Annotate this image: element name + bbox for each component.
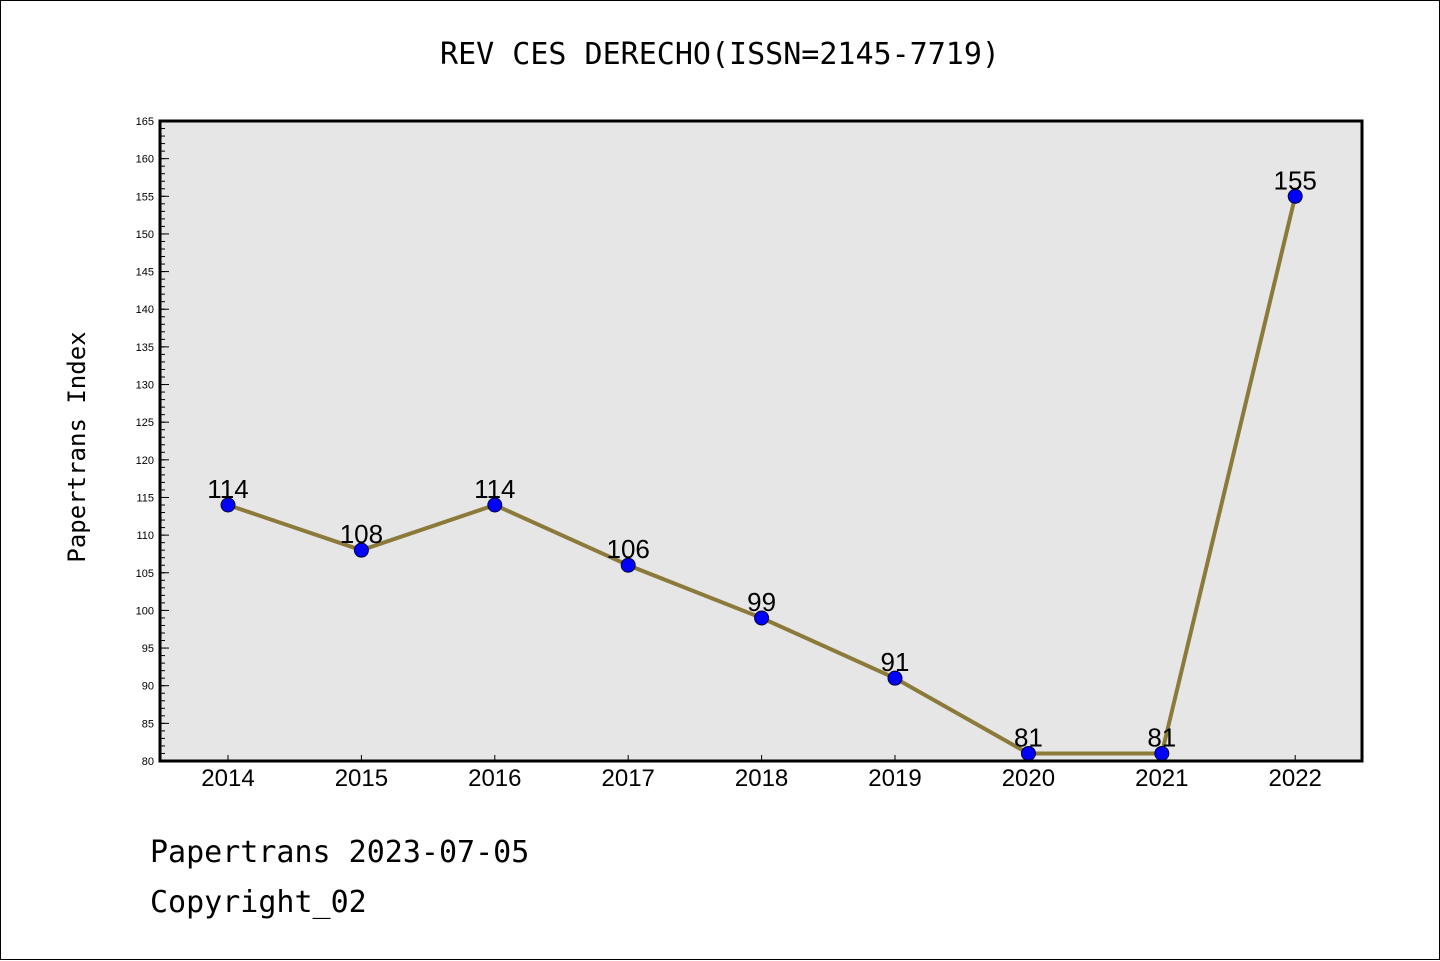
- x-tick-label: 2015: [335, 765, 388, 792]
- data-label: 106: [607, 534, 650, 564]
- x-tick-label: 2020: [1002, 765, 1055, 792]
- y-tick-label: 145: [136, 267, 154, 279]
- data-label: 99: [747, 587, 776, 617]
- data-point: [487, 497, 503, 513]
- data-point: [220, 497, 236, 513]
- chart-title: REV CES DERECHO(ISSN=2145-7719): [440, 37, 1000, 72]
- x-tick-label: 2017: [602, 765, 655, 792]
- x-tick-label: 2014: [201, 765, 254, 792]
- x-tick-label: 2018: [735, 765, 788, 792]
- y-tick-label: 80: [142, 756, 154, 768]
- plot-border: [158, 119, 1364, 763]
- x-tick-label: 2019: [868, 765, 921, 792]
- y-tick-label: 100: [136, 605, 154, 617]
- y-tick-label: 105: [136, 568, 154, 580]
- y-tick-label: 150: [136, 229, 154, 241]
- data-label: 114: [474, 474, 515, 504]
- y-tick-label: 140: [136, 304, 154, 316]
- data-point: [620, 557, 636, 573]
- y-tick-label: 155: [136, 191, 154, 203]
- plot-area: [160, 121, 1362, 761]
- x-tick-label: 2016: [468, 765, 521, 792]
- data-point: [887, 670, 903, 686]
- y-tick-label: 85: [142, 718, 154, 730]
- footer-date: Papertrans 2023-07-05: [150, 835, 530, 870]
- y-tick-label: 160: [136, 154, 154, 166]
- data-label: 91: [881, 647, 910, 677]
- data-point: [754, 610, 770, 626]
- data-label: 155: [1274, 165, 1317, 195]
- data-label: 81: [1014, 722, 1043, 752]
- y-tick-label: 130: [136, 380, 154, 392]
- y-tick-label: 135: [136, 342, 154, 354]
- y-tick-label: 165: [136, 116, 154, 128]
- y-tick-label: 120: [136, 455, 154, 467]
- y-tick-label: 90: [142, 681, 154, 693]
- data-label: 114: [207, 474, 248, 504]
- footer-copyright: Copyright_02: [150, 885, 367, 920]
- y-tick-label: 110: [136, 530, 154, 542]
- x-tick-label: 2021: [1135, 765, 1188, 792]
- data-label: 108: [340, 519, 383, 549]
- data-point: [353, 542, 369, 558]
- data-label: 81: [1147, 722, 1176, 752]
- y-tick-label: 115: [136, 492, 154, 504]
- y-tick-label: 125: [136, 417, 154, 429]
- data-point: [1287, 188, 1303, 204]
- y-tick-label: 95: [142, 643, 154, 655]
- x-tick-label: 2022: [1269, 765, 1322, 792]
